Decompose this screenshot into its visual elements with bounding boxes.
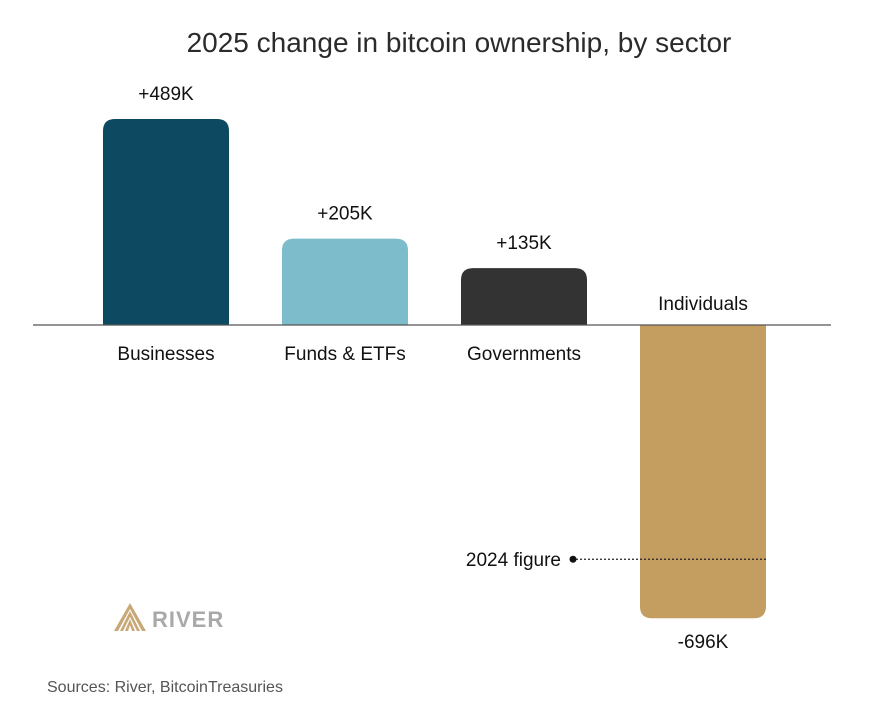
bar-governments	[461, 268, 587, 325]
value-label-businesses: +489K	[138, 84, 194, 105]
annotation-dot	[569, 555, 577, 563]
source-note: Sources: River, BitcoinTreasuries	[47, 679, 283, 696]
river-logo-icon	[114, 603, 146, 631]
value-label-funds-and-etfs: +205K	[317, 204, 373, 225]
river-logo: RIVER	[114, 603, 224, 632]
bar-funds-and-etfs	[282, 238, 408, 325]
category-label-businesses: Businesses	[117, 344, 214, 365]
category-label-governments: Governments	[467, 344, 581, 365]
bars-group	[103, 119, 766, 619]
bar-businesses	[103, 119, 229, 325]
value-label-governments: +135K	[496, 233, 552, 254]
value-label-individuals: -696K	[678, 632, 729, 653]
annotation-2024: 2024 figure	[466, 550, 766, 571]
bar-individuals	[640, 325, 766, 619]
category-label-individuals: Individuals	[658, 294, 748, 315]
river-logo-text: RIVER	[152, 607, 224, 632]
chart-title: 2025 change in bitcoin ownership, by sec…	[187, 27, 732, 58]
annotation-label: 2024 figure	[466, 550, 561, 571]
labels-group: +489K Businesses +205K Funds & ETFs +135K Gov…	[117, 84, 747, 653]
category-label-funds-and-etfs: Funds & ETFs	[284, 344, 405, 365]
